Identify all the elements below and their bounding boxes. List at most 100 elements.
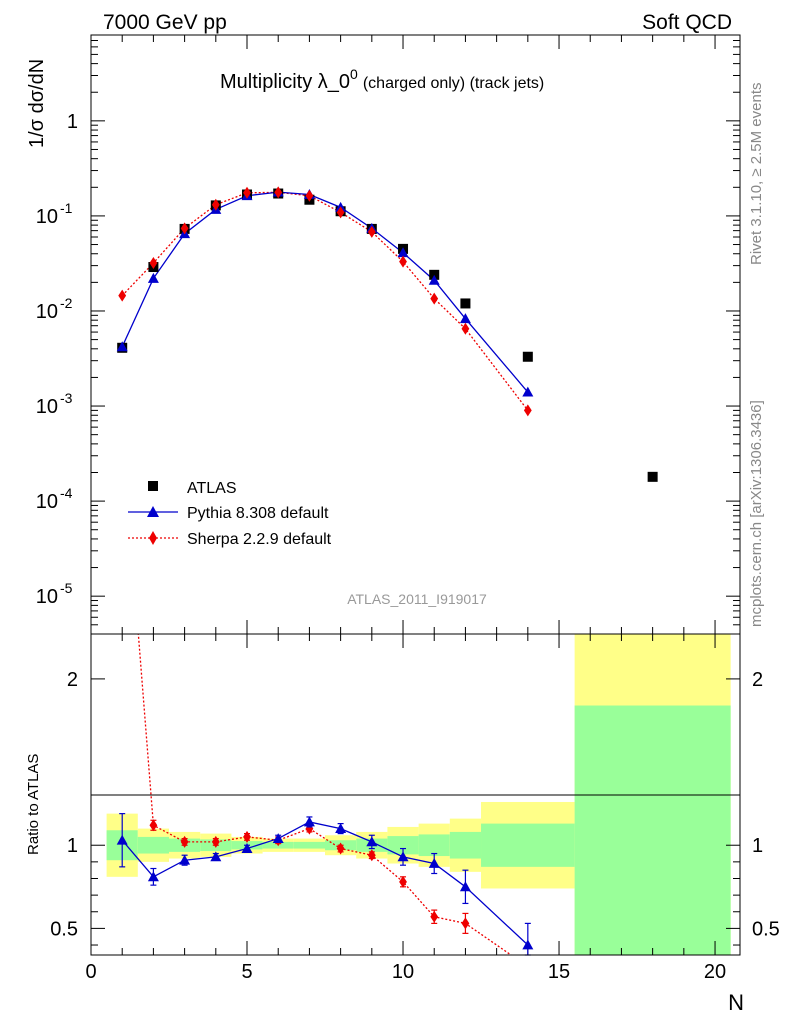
sherpa-point	[367, 225, 376, 238]
atlas-point	[460, 298, 471, 309]
main-y-tick-label: 10	[36, 491, 58, 513]
band-green-6	[293, 841, 326, 849]
chart-title: Multiplicity λ_00 (charged only) (track j…	[220, 66, 544, 93]
main-y-tick-exponent: -4	[60, 485, 73, 501]
sherpa-point	[523, 404, 532, 417]
sherpa-point	[399, 255, 407, 268]
pythia-point	[428, 274, 440, 285]
mcplots-label: mcplots.cern.ch [arXiv:1306.3436]	[748, 400, 765, 627]
main-y-tick-exponent: -5	[60, 580, 73, 596]
ratio-y-tick-label-right: 2	[752, 669, 763, 691]
band-green-9	[387, 836, 419, 855]
sherpa-ratio-point	[399, 875, 407, 888]
pythia-ratio-point	[459, 881, 471, 892]
pythia-ratio-point	[272, 833, 284, 843]
sherpa-ratio-point	[149, 819, 158, 832]
sherpa-ratio-point	[336, 842, 345, 855]
pythia-ratio-point	[210, 851, 222, 862]
atlas-point	[522, 351, 533, 362]
atlas-point	[429, 269, 440, 280]
legend-atlas-label: ATLAS	[187, 480, 237, 497]
atlas-point	[647, 471, 658, 482]
sherpa-ratio-point	[180, 835, 189, 848]
header-right: Soft QCD	[642, 11, 732, 34]
legend-pythia-marker	[147, 506, 159, 517]
pythia-ratio-point	[116, 834, 128, 845]
band-green-12	[481, 823, 575, 867]
pythia-ratio-point	[366, 836, 378, 847]
pythia-point	[522, 386, 534, 397]
pythia-point	[397, 247, 409, 258]
legend: ATLAS Pythia 8.308 default Sherpa 2.2.9 …	[128, 480, 332, 548]
ratio-x-tick-label: 20	[704, 961, 726, 983]
sherpa-point	[430, 292, 439, 305]
ratio-x-tick-label: 10	[392, 961, 414, 983]
ratio-y-tick-label-right: 0.5	[752, 918, 780, 940]
header-left: 7000 GeV pp	[103, 11, 227, 34]
main-y-tick-label: 10	[36, 301, 58, 323]
ratio-y-tick-label: 1	[67, 835, 78, 857]
sherpa-point	[243, 186, 251, 199]
legend-pythia-label: Pythia 8.308 default	[187, 505, 329, 522]
chart-title-suffix: (charged only) (track jets)	[363, 75, 544, 92]
sherpa-point	[211, 198, 220, 211]
band-green-13	[574, 705, 731, 955]
ratio-y-axis-label: Ratio to ATLAS	[25, 754, 42, 855]
main-y-axis-label: 1/σ dσ/dN	[26, 59, 48, 148]
sherpa-point	[461, 322, 470, 335]
pythia-point	[459, 313, 471, 324]
sherpa-point	[305, 189, 314, 202]
ratio-panel-ticks: 0 5 10 15 20 0.5 0.5 1 1 2 2	[50, 634, 780, 983]
sherpa-ratio-point	[367, 849, 376, 862]
pythia-ratio-point	[397, 851, 409, 862]
sherpa-point	[274, 186, 283, 199]
chart-title-superscript: 0	[350, 66, 358, 82]
main-panel-ticks: 10 -510 -410 -310 -210 -11	[36, 34, 740, 635]
ratio-y-tick-label: 0.5	[50, 918, 78, 940]
sherpa-point	[118, 289, 127, 302]
pythia-ratio-point	[522, 939, 534, 950]
sherpa-point	[180, 222, 189, 235]
pythia-ratio-point	[428, 858, 440, 868]
sherpa-point	[336, 206, 345, 219]
ratio-x-tick-label: 5	[241, 961, 252, 983]
legend-sherpa-label: Sherpa 2.2.9 default	[187, 531, 332, 548]
pythia-point	[116, 341, 128, 352]
band-green-1	[137, 836, 170, 854]
sherpa-ratio-point	[430, 910, 439, 923]
ratio-series-group	[116, 634, 534, 956]
x-axis-label: N	[728, 990, 744, 1015]
pythia-ratio-point	[241, 843, 253, 853]
band-green-10	[418, 834, 450, 857]
main-y-tick-exponent: -3	[60, 390, 73, 406]
pythia-ratio-point	[303, 816, 315, 827]
pythia-ratio-point	[179, 854, 191, 865]
sherpa-ratio-point	[211, 835, 220, 848]
band-green-11	[449, 831, 482, 859]
main-y-tick-exponent: -2	[60, 295, 73, 311]
sherpa-ratio-point	[243, 830, 251, 843]
pythia-ratio-point	[147, 871, 159, 882]
sherpa-ratio-point	[461, 917, 470, 930]
main-y-tick-label: 10	[36, 396, 58, 418]
pythia-ratio-point	[335, 823, 347, 833]
sherpa-point	[149, 256, 158, 269]
ratio-x-tick-label: 0	[85, 961, 96, 983]
ratio-panel-frame	[90, 633, 741, 956]
pythia-point	[147, 272, 159, 283]
legend-sherpa-marker	[149, 531, 157, 545]
rivet-label: Rivet 3.1.10, ≥ 2.5M events	[748, 83, 765, 266]
legend-atlas-marker	[148, 481, 158, 491]
chart-title-main: Multiplicity λ_0	[220, 71, 350, 93]
ratio-y-tick-label-right: 1	[752, 835, 763, 857]
main-y-tick-label: 1	[67, 111, 78, 133]
main-y-tick-label: 10	[36, 206, 58, 228]
main-y-tick-exponent: -1	[60, 200, 73, 216]
analysis-watermark: ATLAS_2011_I919017	[347, 591, 487, 607]
ratio-x-tick-label: 15	[548, 961, 570, 983]
main-y-tick-label: 10	[36, 586, 58, 608]
main-series-group	[116, 186, 658, 482]
ratio-y-tick-label: 2	[67, 669, 78, 691]
pythia-line	[121, 191, 529, 393]
